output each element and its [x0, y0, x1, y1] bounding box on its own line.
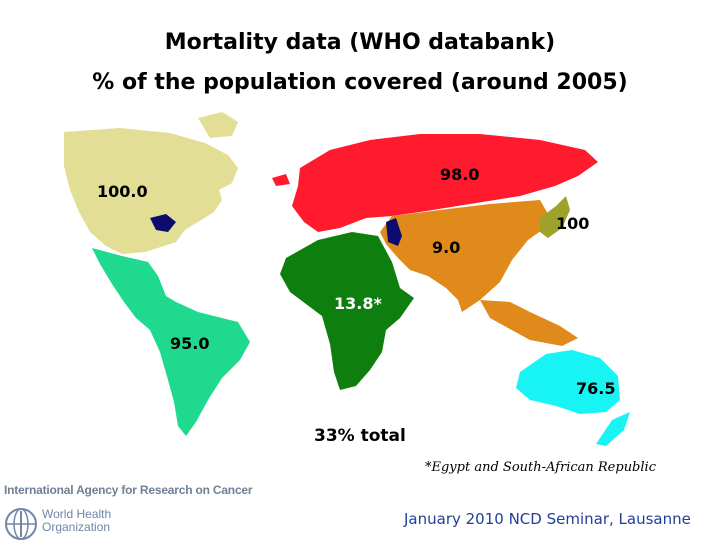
region-europe-iceland	[272, 174, 290, 186]
region-japan	[540, 196, 570, 238]
caspian-sea	[386, 218, 402, 246]
who-emblem-icon	[5, 508, 37, 540]
region-north-america-island	[198, 112, 238, 138]
label-total: 33% total	[314, 426, 406, 446]
region-asia	[380, 200, 548, 312]
who-logo-line2: Organization	[42, 520, 111, 534]
label-asia: 9.0	[432, 238, 461, 257]
region-africa	[280, 232, 414, 390]
region-latin-america	[92, 248, 250, 436]
region-oceania	[516, 350, 620, 414]
iarc-logo-text: International Agency for Research on Can…	[4, 483, 253, 497]
label-north-america: 100.0	[97, 182, 148, 201]
region-north-america	[64, 128, 238, 254]
label-oceania: 76.5	[576, 379, 616, 398]
footer-seminar: January 2010 NCD Seminar, Lausanne	[404, 510, 691, 528]
label-africa: 13.8*	[334, 294, 382, 313]
great-lakes	[150, 214, 176, 232]
region-oceania-new-zealand	[596, 412, 630, 446]
label-japan: 100	[556, 214, 590, 233]
who-logo-text: World Health Organization	[42, 508, 111, 534]
who-logo-line1: World Health	[42, 507, 112, 521]
map-title-line1: Mortality data (WHO databank)	[164, 30, 556, 55]
label-europe: 98.0	[440, 165, 480, 184]
map-title-line2: % of the population covered (around 2005…	[92, 70, 628, 95]
region-asia-southeast	[480, 300, 578, 346]
region-europe	[292, 134, 598, 232]
footnote: *Egypt and South-African Republic	[425, 460, 656, 475]
label-latin-america: 95.0	[170, 334, 210, 353]
